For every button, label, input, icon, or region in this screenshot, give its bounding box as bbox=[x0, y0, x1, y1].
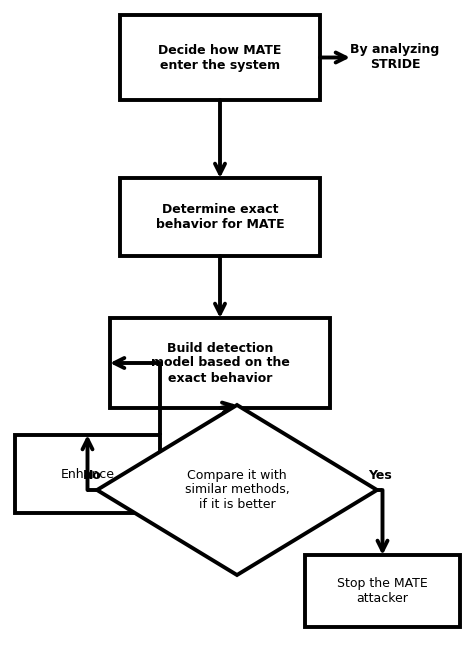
Text: Yes: Yes bbox=[368, 469, 392, 482]
Bar bbox=[110, 318, 330, 408]
Bar bbox=[120, 15, 320, 100]
Text: Build detection
model based on the
exact behavior: Build detection model based on the exact… bbox=[151, 342, 290, 384]
Polygon shape bbox=[97, 405, 377, 575]
Text: Determine exact
behavior for MATE: Determine exact behavior for MATE bbox=[155, 203, 284, 231]
Text: By analyzing
STRIDE: By analyzing STRIDE bbox=[350, 43, 439, 71]
Text: Stop the MATE
attacker: Stop the MATE attacker bbox=[337, 577, 428, 605]
Text: Compare it with
similar methods,
if it is better: Compare it with similar methods, if it i… bbox=[185, 468, 289, 512]
Bar bbox=[120, 178, 320, 256]
Bar bbox=[305, 555, 460, 627]
Text: Decide how MATE
enter the system: Decide how MATE enter the system bbox=[158, 43, 282, 72]
Text: Enhance: Enhance bbox=[61, 468, 115, 481]
Text: No: No bbox=[83, 469, 102, 482]
Bar bbox=[15, 435, 160, 513]
